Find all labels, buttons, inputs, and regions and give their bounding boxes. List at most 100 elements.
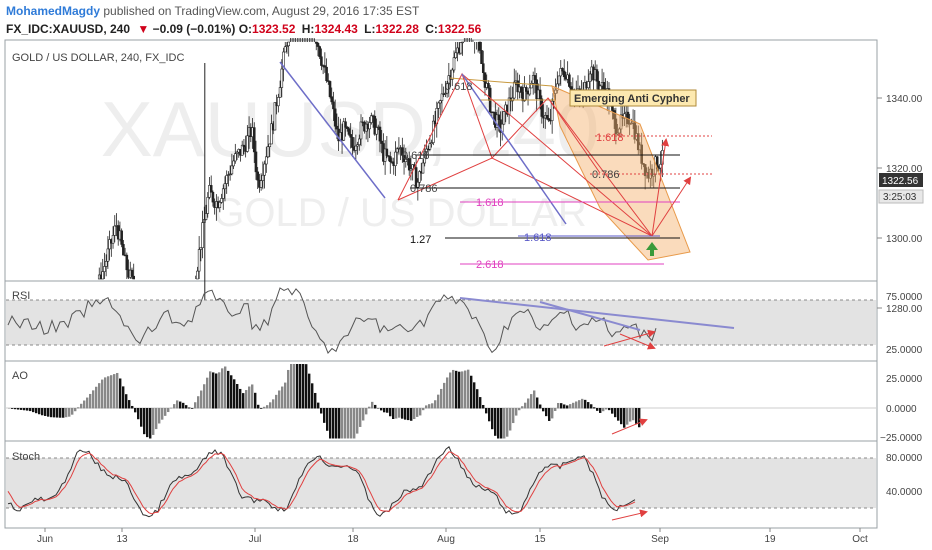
ao-bar xyxy=(140,408,143,427)
ao-bar xyxy=(593,407,596,409)
stoch-tick: 80.0000 xyxy=(886,453,923,464)
projection-arrow xyxy=(651,138,670,237)
fib-label: 0.786 xyxy=(410,183,438,195)
candle-body xyxy=(481,63,485,73)
ao-bar xyxy=(467,369,470,409)
ao-bar xyxy=(248,386,251,409)
candle-body xyxy=(385,148,389,156)
candle-body xyxy=(282,51,285,70)
ao-bar xyxy=(185,405,188,409)
ao-bar xyxy=(41,408,44,416)
ao-bar xyxy=(161,408,164,420)
candle-body xyxy=(270,123,273,145)
candle-body xyxy=(407,158,411,171)
ao-bar xyxy=(242,393,245,409)
candle-body xyxy=(220,198,223,203)
last-price-tag xyxy=(879,173,923,187)
candle-body xyxy=(511,97,514,102)
candle-body xyxy=(650,168,654,177)
fib-label: 1.618 xyxy=(596,132,624,144)
ao-bar xyxy=(398,408,401,418)
ao-bar xyxy=(509,408,512,431)
candle-body xyxy=(425,148,428,152)
candle-body xyxy=(587,81,590,89)
trading-chart[interactable]: XAUUSD, 240 GOLD / US DOLLAR GOLD / US D… xyxy=(0,38,932,550)
candle-body xyxy=(246,135,249,152)
fib-label: 0.786 xyxy=(592,169,620,181)
ao-bar xyxy=(152,408,155,435)
ao-bar xyxy=(356,408,359,434)
author-link[interactable]: MohamedMagdy xyxy=(6,4,101,18)
candle-body xyxy=(545,115,549,119)
ao-bar xyxy=(638,408,641,428)
time-tick-label: Oct xyxy=(852,534,868,545)
candle-body xyxy=(287,41,290,47)
ao-bar xyxy=(605,408,608,410)
time-tick-label: Jul xyxy=(249,534,262,545)
ao-bar xyxy=(122,386,125,409)
ao-bar xyxy=(164,408,167,416)
ao-bar xyxy=(245,390,248,409)
candle-body xyxy=(280,68,284,88)
ao-bar xyxy=(323,408,326,423)
candle-body xyxy=(108,239,111,250)
ao-bar xyxy=(464,370,467,409)
candle-body xyxy=(395,148,399,153)
countdown-tag xyxy=(878,189,924,204)
published-text: published on TradingView.com, August 29,… xyxy=(103,4,420,18)
rsi-pane: RSI 75.0000 25.0000 xyxy=(6,287,923,356)
ao-bar xyxy=(275,394,278,409)
ao-bar xyxy=(14,408,17,410)
ao-bar xyxy=(386,408,389,413)
candle-body xyxy=(516,80,520,93)
time-axis: Jun 13 Jul 18 Aug 15 Sep 19 Oct xyxy=(37,528,868,545)
rsi-arrow xyxy=(603,329,656,347)
candle-body xyxy=(285,45,289,47)
time-tick-label: Aug xyxy=(437,534,455,545)
candle-body xyxy=(430,142,433,145)
candle-body xyxy=(401,147,404,156)
ao-bar xyxy=(527,398,530,409)
candle-body xyxy=(268,143,272,148)
candle-body xyxy=(228,173,232,175)
rsi-title: RSI xyxy=(12,290,30,302)
ao-bar xyxy=(488,408,491,422)
pattern-triangle xyxy=(397,157,653,237)
ao-bar xyxy=(173,404,176,409)
candle-body xyxy=(125,254,129,271)
ao-bar xyxy=(425,405,428,409)
candle-body xyxy=(122,244,125,256)
change-value: −0.09 (−0.01%) xyxy=(152,22,236,36)
stoch-d-line xyxy=(7,451,636,515)
ao-bar xyxy=(89,393,92,409)
candle-body xyxy=(325,66,328,82)
candle-body xyxy=(242,144,246,148)
fib-label: 2.618 xyxy=(476,259,504,271)
candle-body xyxy=(232,160,235,167)
ao-bar xyxy=(56,408,59,418)
ao-bar xyxy=(524,402,527,409)
time-tick-label: 13 xyxy=(116,534,128,545)
candle-body xyxy=(502,111,506,125)
ao-bar xyxy=(560,403,563,409)
chart-title: GOLD / US DOLLAR, 240, FX_IDC xyxy=(12,52,184,64)
ao-bar xyxy=(626,408,629,425)
ao-bar xyxy=(101,379,104,409)
ao-bar xyxy=(281,386,284,409)
candle-body xyxy=(221,188,225,199)
ao-bar xyxy=(206,377,209,409)
candle-body xyxy=(333,108,337,127)
ao-bar xyxy=(203,384,206,409)
pattern-channel xyxy=(551,85,691,261)
ao-bar xyxy=(77,407,80,409)
ao-bar xyxy=(59,408,62,418)
ao-bar xyxy=(410,408,413,421)
candle-body xyxy=(428,143,432,150)
ao-bar xyxy=(383,408,386,413)
candle-body xyxy=(240,144,244,156)
countdown-value: 3:25:03 xyxy=(883,192,917,203)
candle-body xyxy=(416,181,420,188)
candle-body xyxy=(602,82,606,90)
ao-bar xyxy=(635,408,638,424)
ao-bar xyxy=(86,397,89,409)
